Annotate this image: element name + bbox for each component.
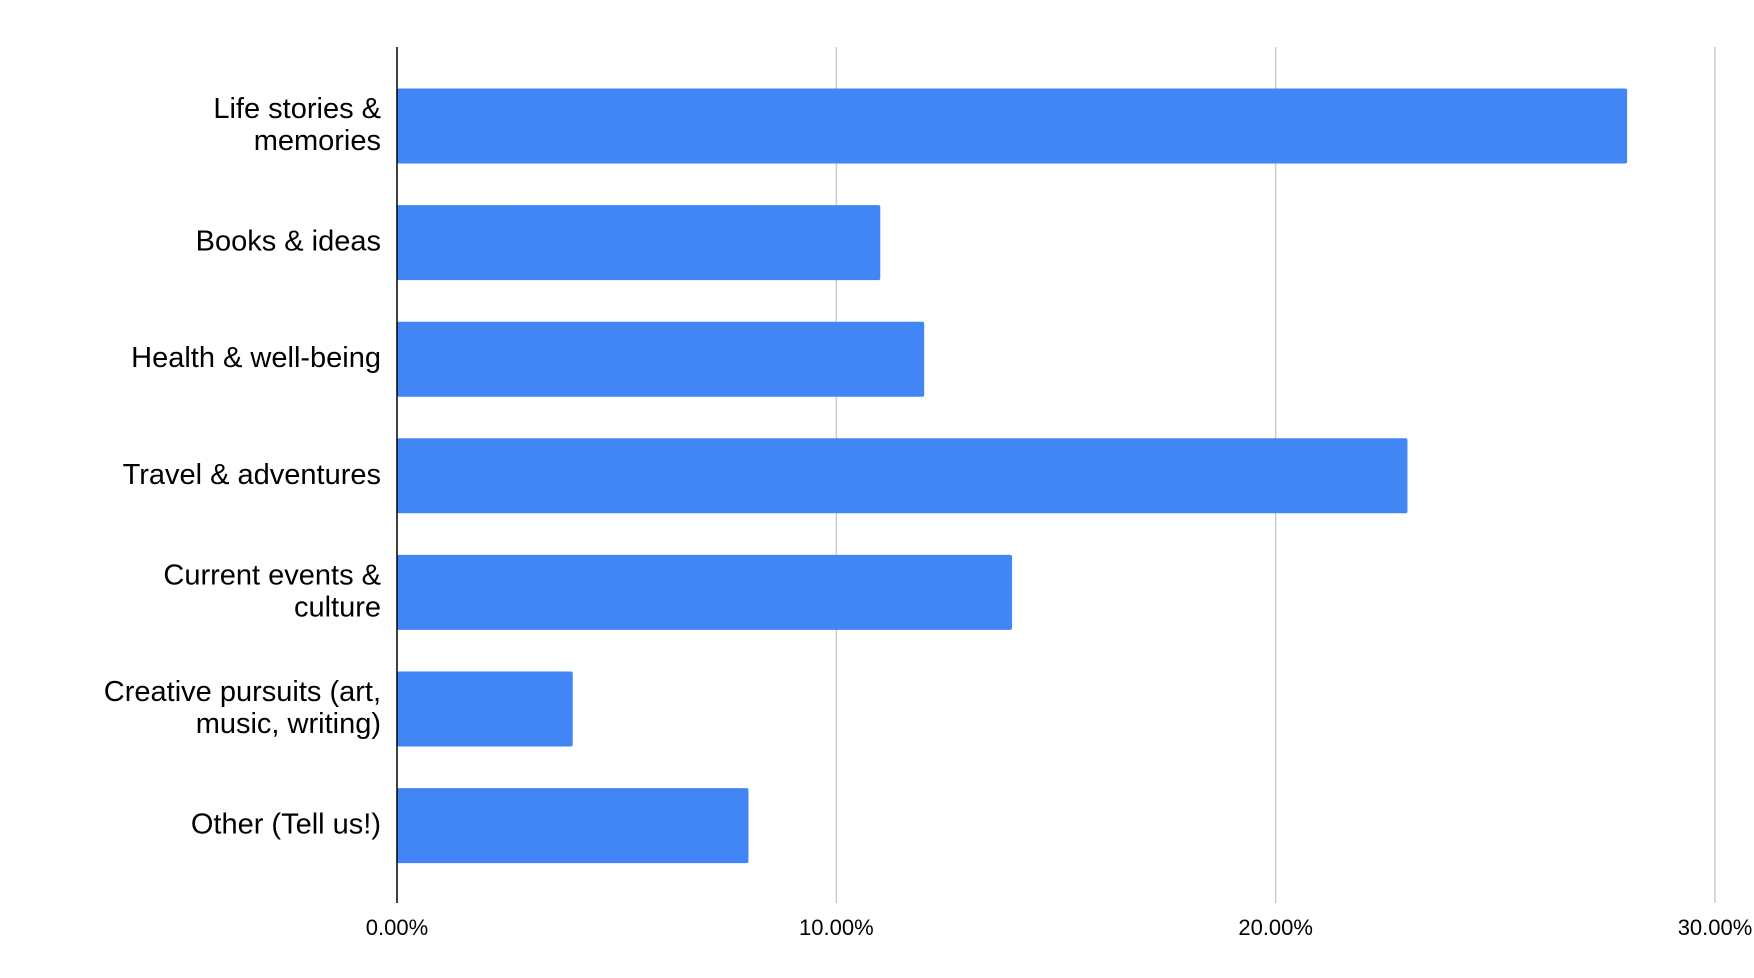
bar bbox=[397, 788, 749, 864]
bar bbox=[397, 438, 1408, 514]
label-line: Current events & bbox=[163, 559, 381, 591]
y-tick-label: Travel & adventures bbox=[123, 458, 381, 490]
bar bbox=[397, 205, 881, 281]
bar bbox=[397, 88, 1628, 164]
bar bbox=[397, 671, 573, 747]
x-tick-label: 30.00% bbox=[1678, 915, 1753, 940]
y-tick-label: Books & ideas bbox=[196, 225, 381, 257]
x-tick-label: 10.00% bbox=[799, 915, 874, 940]
label-line: Travel & adventures bbox=[123, 458, 381, 490]
label-line: Health & well-being bbox=[131, 342, 381, 374]
label-line: memories bbox=[254, 125, 381, 157]
label-line: Other (Tell us!) bbox=[191, 808, 381, 840]
y-tick-label: Creative pursuits (art, music, writing) bbox=[104, 676, 381, 740]
x-tick-label: 0.00% bbox=[366, 915, 428, 940]
label-line: music, writing) bbox=[196, 708, 381, 740]
x-tick-label: 20.00% bbox=[1238, 915, 1313, 940]
label-line: Life stories & bbox=[213, 93, 381, 125]
bar bbox=[397, 321, 925, 397]
label-line: culture bbox=[294, 591, 381, 623]
bar bbox=[397, 554, 1013, 630]
y-tick-label: Health & well-being bbox=[131, 342, 381, 374]
y-tick-label: Other (Tell us!) bbox=[191, 808, 381, 840]
y-tick-label: Life stories & memories bbox=[213, 93, 381, 157]
y-tick-label: Current events & culture bbox=[163, 559, 381, 623]
label-line: Creative pursuits (art, bbox=[104, 676, 381, 708]
label-line: Books & ideas bbox=[196, 225, 381, 257]
